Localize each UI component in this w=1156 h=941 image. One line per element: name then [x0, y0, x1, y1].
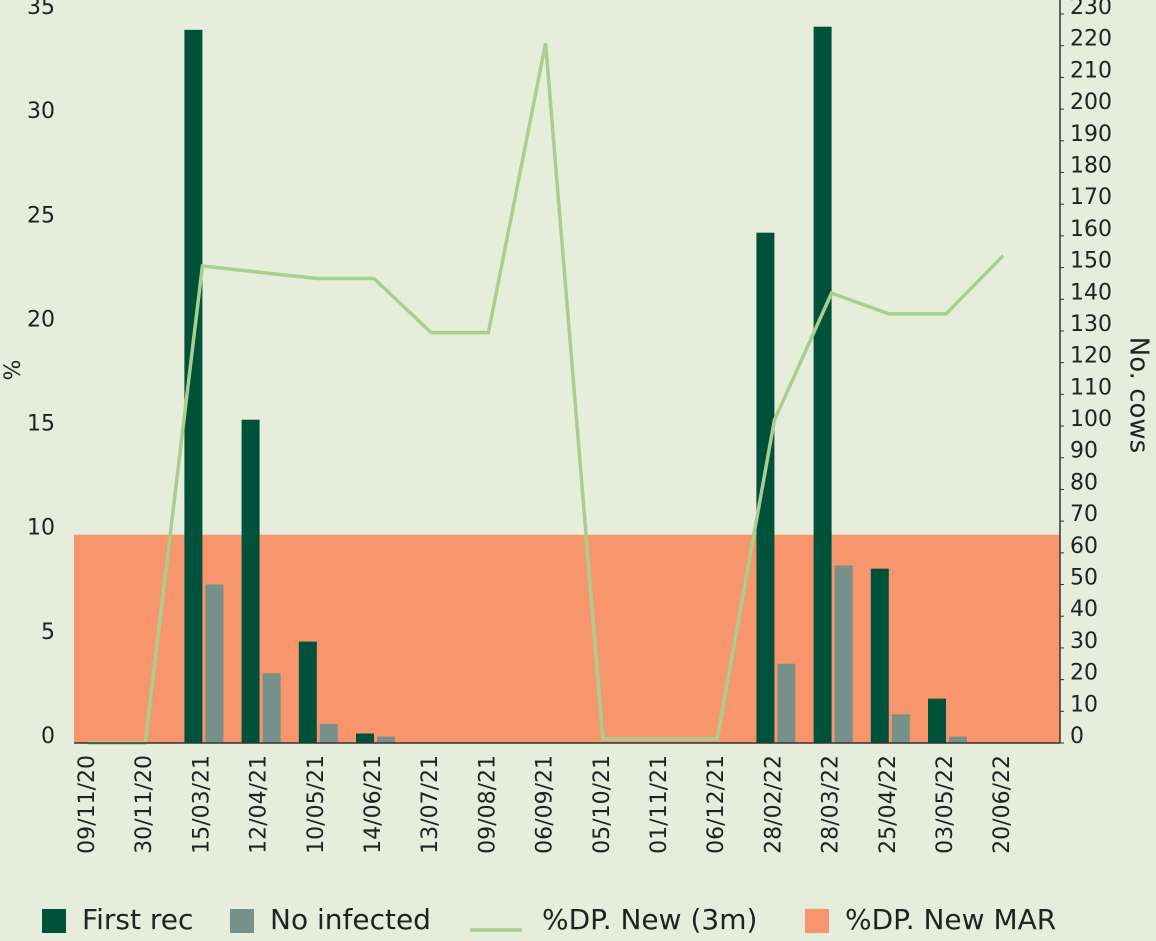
- y2-tick-label: 80: [1070, 470, 1098, 495]
- bar: [870, 568, 889, 743]
- y2-tick-label: 110: [1070, 375, 1112, 400]
- y2-tick-label: 50: [1070, 566, 1098, 591]
- area: [74, 534, 1060, 743]
- y-tick-label: 5: [41, 620, 55, 645]
- y2-tick-label: 30: [1070, 629, 1098, 654]
- x-tick-label: 09/11/20: [75, 755, 100, 854]
- y2-tick-label: 150: [1070, 249, 1112, 274]
- y-tick-label: 15: [27, 412, 55, 437]
- y2-tick-label: 170: [1070, 185, 1112, 210]
- bar: [777, 663, 796, 743]
- y2-tick-label: 200: [1070, 90, 1112, 115]
- x-tick-label: 06/09/21: [533, 755, 558, 854]
- bar: [813, 26, 832, 743]
- y2-tick-label: 230: [1070, 0, 1112, 20]
- y2-tick-label: 40: [1070, 597, 1098, 622]
- plot-area: [74, 26, 1060, 745]
- y-tick-label: 0: [41, 724, 55, 749]
- y-tick-label: 20: [27, 307, 55, 332]
- y2-tick-label: 220: [1070, 27, 1112, 52]
- x-tick-label: 30/11/20: [132, 755, 157, 854]
- legend-label: First rec: [82, 903, 193, 936]
- x-tick-label: 12/04/21: [247, 755, 272, 854]
- bar: [356, 733, 374, 743]
- x-tick-label: 20/06/22: [990, 755, 1015, 854]
- x-tick-label: 09/08/21: [475, 755, 500, 854]
- x-tick-label: 25/04/22: [876, 755, 901, 854]
- bar: [298, 641, 317, 743]
- y2-tick-label: 90: [1070, 439, 1098, 464]
- y2-axis-title: No. cows: [1124, 337, 1154, 453]
- y-tick-label: 30: [27, 99, 55, 124]
- y-axis-title: %: [1, 360, 26, 381]
- bar: [205, 584, 224, 743]
- bar: [834, 565, 853, 743]
- bar: [756, 232, 775, 743]
- y-tick-label: 35: [27, 0, 55, 20]
- bar: [319, 723, 338, 743]
- y2-tick-label: 180: [1070, 153, 1112, 178]
- x-tick-label: 03/05/22: [933, 755, 958, 854]
- y2-tick-label: 10: [1070, 692, 1098, 717]
- bar: [891, 714, 910, 743]
- bar: [949, 736, 967, 743]
- legend-label: No infected: [270, 903, 431, 936]
- x-tick-label: 14/06/21: [361, 755, 386, 854]
- y2-tick-label: 160: [1070, 217, 1112, 242]
- y2-tick-label: 70: [1070, 502, 1098, 527]
- x-tick-label: 28/02/22: [761, 755, 786, 854]
- x-tick-label: 15/03/21: [189, 755, 214, 854]
- bar: [928, 698, 946, 743]
- x-tick-label: 01/11/21: [647, 755, 672, 854]
- bar: [184, 29, 203, 743]
- y2-tick-label: 120: [1070, 344, 1112, 369]
- bar: [377, 736, 395, 743]
- legend-label: %DP. New MAR: [845, 903, 1056, 936]
- x-tick-label: 06/12/21: [704, 755, 729, 854]
- legend-swatch: [42, 909, 66, 933]
- legend-swatch: [805, 909, 829, 933]
- y2-tick-label: 100: [1070, 407, 1112, 432]
- y2-tick-label: 60: [1070, 534, 1098, 559]
- legend-label: %DP. New (3m): [542, 903, 757, 936]
- x-tick-label: 13/07/21: [418, 755, 443, 854]
- y-tick-label: 10: [27, 516, 55, 541]
- bar: [241, 419, 260, 743]
- x-tick-label: 28/03/22: [819, 755, 844, 854]
- y2-tick-label: 130: [1070, 312, 1112, 337]
- legend-swatch: [230, 909, 254, 933]
- x-tick-label: 10/05/21: [304, 755, 329, 854]
- bar: [262, 673, 281, 743]
- x-tick-label: 05/10/21: [590, 755, 615, 854]
- y-tick-label: 25: [27, 203, 55, 228]
- y2-tick-label: 0: [1070, 724, 1084, 749]
- y2-tick-label: 210: [1070, 58, 1112, 83]
- line: [88, 42, 1005, 745]
- y2-tick-label: 140: [1070, 280, 1112, 305]
- y2-tick-label: 190: [1070, 122, 1112, 147]
- y2-tick-label: 20: [1070, 661, 1098, 686]
